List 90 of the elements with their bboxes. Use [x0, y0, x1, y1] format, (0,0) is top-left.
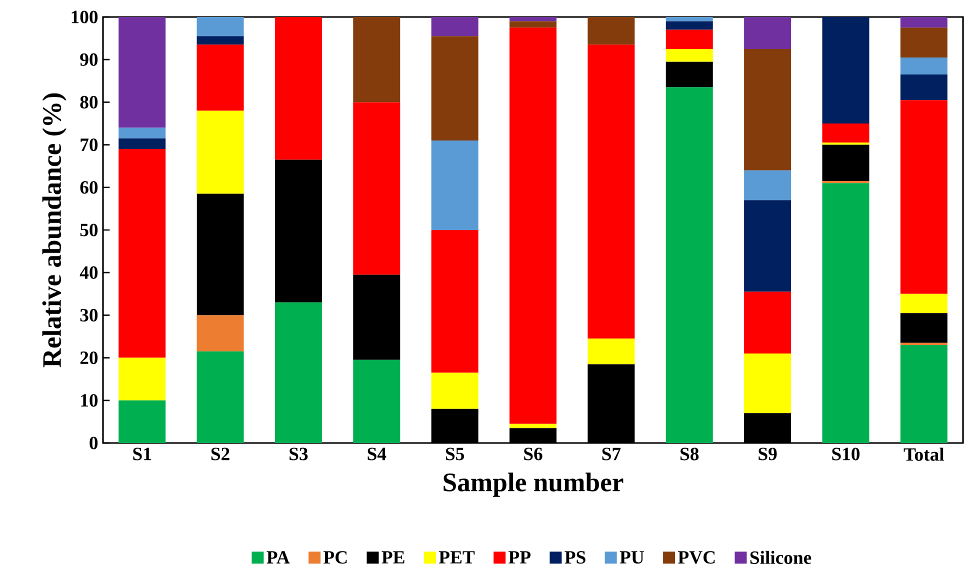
x-tick-label: S8	[680, 448, 699, 460]
bar	[900, 100, 948, 294]
legend-label: PP	[508, 551, 531, 564]
bar	[196, 194, 244, 316]
bar	[900, 342, 948, 346]
legend-label: PET	[438, 551, 475, 564]
bar	[666, 16, 713, 22]
bar	[666, 62, 713, 88]
bar	[274, 16, 322, 160]
bar	[666, 87, 713, 443]
bar	[118, 400, 166, 443]
bar	[196, 351, 244, 443]
bar	[744, 200, 792, 292]
y-tick-label: 30	[80, 308, 98, 322]
bar	[353, 360, 400, 443]
bar	[431, 16, 478, 36]
bar	[822, 16, 870, 124]
bar	[118, 358, 166, 400]
bar	[744, 16, 792, 49]
bar	[900, 313, 948, 343]
bar	[274, 302, 322, 443]
bar	[118, 16, 166, 128]
legend-label: PE	[382, 551, 404, 564]
bar	[900, 28, 948, 58]
bar	[431, 140, 478, 230]
bar	[196, 315, 244, 352]
legend-label: PS	[564, 551, 586, 564]
bar	[822, 183, 870, 443]
x-tick-label: S3	[290, 448, 308, 460]
bar	[744, 354, 792, 414]
legend-label: PA	[266, 551, 290, 564]
legend-label: Silicone	[750, 550, 812, 564]
x-tick-label: S4	[368, 448, 386, 460]
x-axis-title: Sample number	[444, 472, 624, 497]
bar	[900, 16, 948, 28]
bar	[744, 292, 792, 354]
legend-label: PC	[324, 551, 347, 564]
y-tick-label: 50	[80, 224, 98, 236]
y-tick-label: 20	[80, 351, 98, 364]
legend-label: PU	[620, 551, 644, 564]
bar	[900, 57, 948, 75]
bar	[196, 16, 244, 36]
bar	[666, 21, 713, 30]
y-tick-label: 0	[90, 436, 98, 450]
bar	[118, 128, 166, 138]
bar	[588, 338, 635, 364]
x-tick-label: S9	[758, 448, 777, 460]
bar	[822, 144, 870, 182]
x-tick-label: S2	[211, 448, 230, 460]
bar	[118, 138, 166, 150]
legend-label: PVC	[678, 551, 715, 564]
x-tick-label: S5	[446, 448, 464, 460]
bar	[588, 44, 635, 339]
y-axis-title: Relative abundance (%)	[42, 93, 66, 368]
x-tick-label: S7	[602, 448, 621, 460]
bar	[196, 36, 244, 45]
bar	[431, 36, 478, 141]
y-tick-label: 60	[80, 181, 98, 194]
bar	[431, 372, 478, 409]
bar	[900, 74, 948, 100]
bar	[510, 424, 557, 428]
bar	[353, 16, 400, 102]
y-tick-label: 90	[80, 53, 98, 66]
y-tick-label: 80	[80, 96, 98, 108]
bar	[196, 110, 244, 194]
x-tick-label: S1	[133, 448, 151, 460]
bar	[744, 48, 792, 170]
bar	[431, 230, 478, 373]
x-tick-label: S6	[524, 448, 542, 460]
x-tick-label: S10	[832, 448, 860, 460]
x-tick-label: Total	[904, 448, 944, 461]
bar	[510, 16, 557, 22]
y-tick-label: 10	[81, 394, 98, 407]
bar	[588, 16, 635, 45]
bar	[510, 28, 557, 424]
bar	[118, 149, 166, 358]
bar	[744, 170, 792, 200]
bar	[666, 30, 713, 49]
bar	[666, 48, 713, 62]
bar	[510, 21, 557, 28]
y-tick-label: 40	[80, 266, 98, 279]
bar	[353, 274, 400, 360]
bar	[900, 294, 948, 314]
y-tick-label: 100	[72, 10, 98, 24]
bar	[822, 123, 870, 143]
bar	[274, 160, 322, 302]
y-tick-label: 70	[80, 138, 98, 152]
bar	[196, 44, 244, 111]
bar	[900, 345, 948, 443]
bar	[353, 102, 400, 275]
